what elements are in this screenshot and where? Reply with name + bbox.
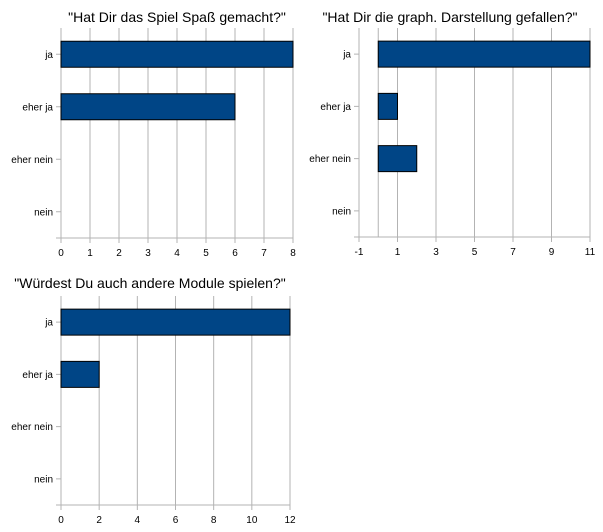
- x-tick-label: 8: [211, 515, 217, 526]
- bar-ja: [377, 40, 591, 68]
- bar-eher-ja: [60, 93, 236, 121]
- category-label: ja: [342, 50, 351, 61]
- chart-1: "Hat Dir das Spiel Spaß gemacht?" 0 1 2 3 4 5 6…: [11, 9, 296, 259]
- chart-title: "Hat Dir die graph. Darstellung gefallen…: [322, 9, 577, 25]
- x-tick-label: 1: [87, 248, 93, 259]
- category-label: eher nein: [309, 154, 351, 165]
- x-tick-label: 9: [549, 247, 555, 258]
- bar-eher-ja: [377, 92, 398, 120]
- x-tick-label: 5: [472, 247, 478, 258]
- bar-ja: [60, 308, 291, 336]
- bar-eher-ja: [60, 360, 100, 388]
- chart-title: "Würdest Du auch andere Module spielen?": [14, 275, 285, 291]
- category-label: eher ja: [22, 370, 53, 381]
- x-tick-label: 3: [145, 248, 151, 259]
- x-tick-label: 1: [395, 247, 401, 258]
- x-tick-label: 12: [284, 515, 296, 526]
- chart-2: "Hat Dir die graph. Darstellung gefallen…: [309, 9, 595, 258]
- x-tick-label: -1: [355, 247, 364, 258]
- x-tick-label: 7: [510, 247, 516, 258]
- x-tick-label: 6: [173, 515, 179, 526]
- x-tick-label: 3: [433, 247, 439, 258]
- bar-ja: [60, 40, 294, 68]
- category-label: nein: [34, 474, 53, 485]
- bar-eher-nein: [377, 145, 418, 173]
- x-tick-label: 2: [96, 515, 102, 526]
- category-label: ja: [44, 50, 53, 61]
- x-tick-label: 7: [261, 248, 267, 259]
- x-tick-label: 6: [232, 248, 238, 259]
- x-tick-label: 4: [174, 248, 180, 259]
- x-tick-label: 0: [58, 248, 64, 259]
- category-label: nein: [332, 206, 351, 217]
- x-tick-label: 10: [246, 515, 258, 526]
- x-tick-label: 11: [585, 247, 596, 258]
- category-label: eher nein: [11, 422, 53, 433]
- category-label: ja: [44, 318, 53, 329]
- category-label: nein: [34, 207, 53, 218]
- x-tick-label: 2: [116, 248, 122, 259]
- x-tick-label: 5: [203, 248, 209, 259]
- chart-3: "Würdest Du auch andere Module spielen?"…: [11, 275, 296, 526]
- chart-title: "Hat Dir das Spiel Spaß gemacht?": [68, 9, 286, 25]
- x-tick-label: 0: [58, 515, 64, 526]
- category-label: eher ja: [22, 102, 53, 113]
- x-tick-label: 4: [135, 515, 141, 526]
- x-tick-label: 8: [290, 248, 296, 259]
- category-label: eher nein: [11, 155, 53, 166]
- category-label: eher ja: [320, 102, 351, 113]
